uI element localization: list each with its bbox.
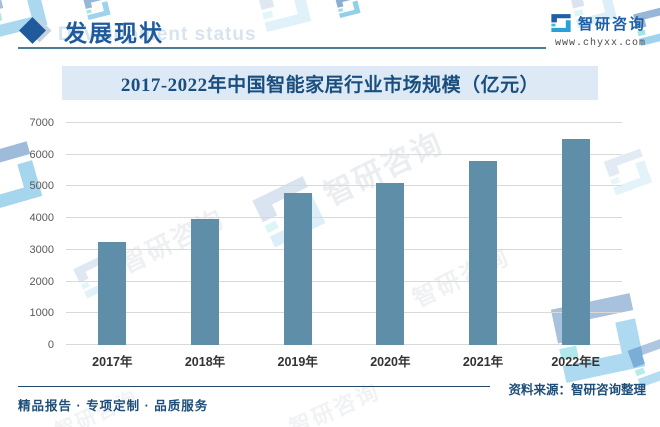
x-tick-label: 2020年 [370,355,411,369]
gridline [66,312,622,314]
footer: 资料来源：智研咨询整理 精品报告 · 专项定制 · 品质服务 [0,372,660,427]
footer-divider [18,386,490,387]
y-tick-label: 7000 [29,117,54,129]
brand-logo-icon [550,12,572,34]
bar-slot [344,123,437,345]
y-tick-label: 4000 [29,212,54,225]
gridline [66,248,622,250]
bar-2019年 [283,192,312,345]
bar-slot [251,123,344,345]
chart-title-band: 2017-2022年中国智能家居行业市场规模（亿元） [62,66,598,100]
gridline [66,185,622,187]
data-source-note: 资料来源：智研咨询整理 [508,383,646,397]
y-axis-labels: 0 1000 2000 3000 4000 5000 6000 7000 [8,117,58,351]
header: Development status 发展现状 智研咨询 www.chyxx.c… [0,0,660,60]
plot-area [66,122,622,345]
diamond-bullet-icon [19,17,52,44]
gridline [66,153,622,155]
gridline [66,217,622,219]
x-tick-label: 2017年 [92,355,133,369]
bar-2022年E [561,138,590,345]
bar-2021年 [469,161,498,345]
gridline [66,280,622,282]
brand-row: 智研咨询 [550,12,646,34]
y-tick-label: 5000 [29,180,54,193]
bar-slot [529,123,622,345]
y-tick-label: 3000 [29,243,54,256]
gridline [66,122,622,123]
bar-2020年 [376,183,405,345]
header-divider [18,47,546,49]
header-subtitle-faded: Development status [58,24,257,45]
bar-slot [159,123,252,345]
y-tick-label: 6000 [29,148,54,161]
x-tick-label: 2018年 [184,355,226,369]
brand-url: www.chyxx.com [554,38,646,49]
y-tick-label: 0 [47,339,54,351]
brand-name: 智研咨询 [577,15,646,33]
y-tick-label: 2000 [29,275,54,288]
gridline [66,344,622,345]
bar-slot [437,123,530,345]
y-tick-label: 1000 [29,307,54,320]
bar-2017年 [98,241,127,345]
bars [66,123,622,345]
header-title-group: 发展现状 [19,14,164,48]
x-axis-labels: 2017年 2018年 2019年 2020年 2021年 2022年E [66,351,622,370]
services-tagline: 精品报告 · 专项定制 · 品质服务 [18,399,209,413]
x-tick-label: 2022年E [551,355,601,369]
page-title: 发展现状 [64,20,164,46]
x-tick-label: 2021年 [462,355,504,369]
x-tick-label: 2019年 [277,355,318,369]
brand-block: 智研咨询 www.chyxx.com [550,12,646,49]
bar-2018年 [191,219,219,345]
bar-slot [66,123,159,345]
chart-title: 2017-2022年中国智能家居行业市场规模（亿元） [120,74,540,96]
